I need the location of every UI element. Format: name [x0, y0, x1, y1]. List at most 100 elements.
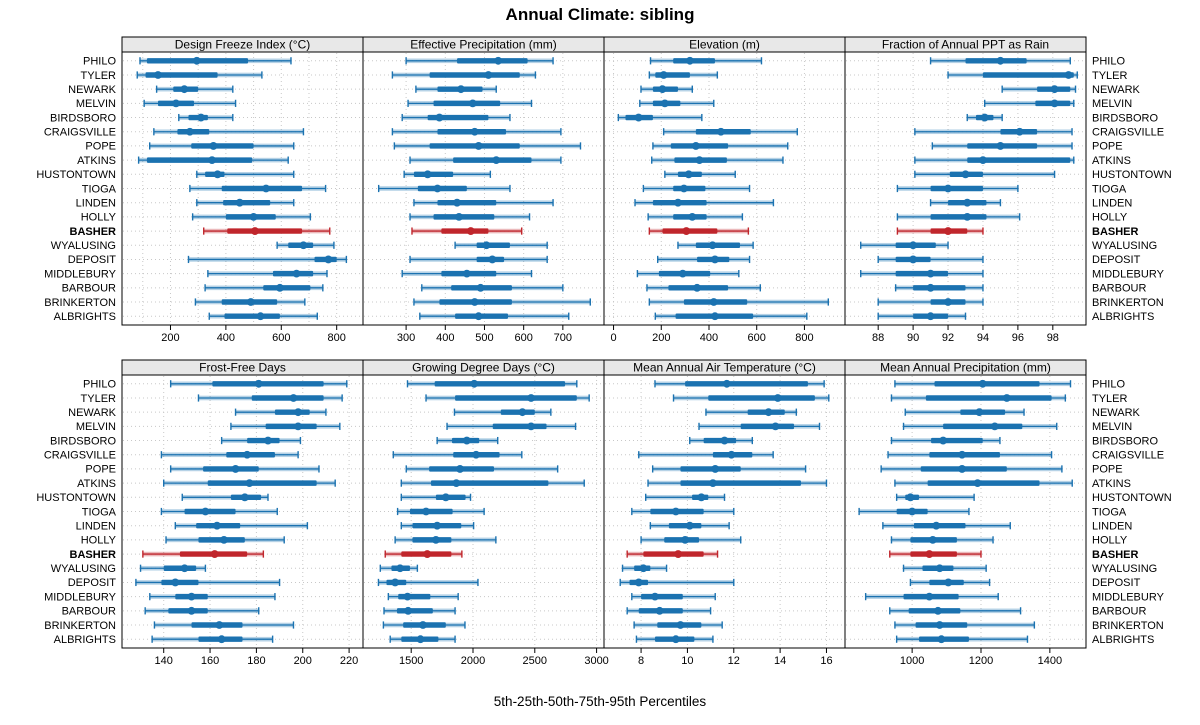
- x-axis-tick-label: 400: [217, 332, 235, 344]
- x-axis-tick-label: 220: [340, 655, 358, 667]
- row-label-left-linden: LINDEN: [76, 520, 116, 532]
- x-axis-tick-label: 160: [201, 655, 219, 667]
- row-label-right-birdsboro: BIRDSBORO: [1092, 435, 1158, 447]
- row-label-left-craigsville: CRAIGSVILLE: [44, 127, 116, 139]
- median-dot: [249, 212, 258, 221]
- median-dot: [492, 156, 501, 165]
- x-axis-tick-label: 400: [436, 332, 454, 344]
- x-axis-tick-label: 14: [774, 655, 786, 667]
- median-dot: [711, 312, 719, 321]
- median-dot: [470, 379, 479, 388]
- iqr-bar: [191, 143, 254, 149]
- median-dot: [251, 227, 259, 235]
- row-label-right-hustontown: HUSTONTOWN: [1092, 169, 1172, 181]
- median-dot: [697, 493, 706, 502]
- median-dot: [720, 436, 729, 445]
- median-dot: [944, 184, 952, 193]
- median-dot: [639, 564, 648, 573]
- median-dot: [659, 71, 668, 79]
- median-dot: [396, 564, 404, 573]
- iqr-bar: [925, 395, 1052, 401]
- x-axis-tick-label: 600: [514, 332, 532, 344]
- row-label-right-atkins: ATKINS: [1092, 155, 1131, 167]
- median-dot: [187, 592, 196, 601]
- median-dot: [391, 578, 400, 587]
- panel-title: Effective Precipitation (mm): [410, 38, 557, 52]
- row-label-right-tyler: TYLER: [1092, 393, 1128, 405]
- median-dot: [944, 298, 952, 306]
- median-dot: [217, 635, 226, 644]
- median-dot: [470, 298, 479, 306]
- row-label-left-philo: PHILO: [83, 56, 116, 68]
- median-dot: [404, 606, 413, 615]
- median-dot: [674, 550, 683, 558]
- panel-title: Fraction of Annual PPT as Rain: [882, 38, 1049, 52]
- median-dot: [171, 578, 180, 587]
- median-dot: [996, 56, 1005, 65]
- row-label-right-basher: BASHER: [1092, 226, 1139, 238]
- iqr-bar: [967, 157, 1071, 163]
- median-dot: [674, 198, 682, 207]
- iqr-bar: [673, 185, 706, 192]
- x-axis-tick-label: 92: [942, 332, 954, 344]
- row-label-right-newark: NEWARK: [1092, 84, 1141, 96]
- median-dot: [1050, 85, 1059, 94]
- median-dot: [906, 493, 915, 502]
- row-label-right-wyalusing: WYALUSING: [1092, 240, 1157, 252]
- median-dot: [935, 564, 944, 573]
- x-axis-tick-label: 12: [728, 655, 740, 667]
- iqr-bar: [982, 72, 1074, 78]
- row-label-right-basher: BASHER: [1092, 549, 1139, 561]
- median-dot: [727, 450, 736, 459]
- median-dot: [275, 283, 284, 292]
- iqr-bar: [417, 185, 467, 192]
- median-dot: [423, 550, 432, 558]
- row-label-right-middlebury: MIDDLEBURY: [1092, 591, 1165, 603]
- row-label-right-holly: HOLLY: [1092, 535, 1128, 547]
- median-dot: [527, 394, 535, 402]
- iqr-bar: [409, 508, 453, 515]
- row-label-left-tyler: TYLER: [81, 393, 117, 405]
- median-dot: [908, 507, 917, 516]
- x-axis-tick-label: 1200: [969, 655, 993, 667]
- median-dot: [484, 71, 493, 79]
- median-dot: [209, 142, 218, 150]
- x-axis-tick-label: 2000: [461, 655, 485, 667]
- median-dot: [634, 578, 643, 587]
- median-dot: [474, 312, 483, 321]
- x-axis-tick-label: 0: [610, 332, 616, 344]
- median-dot: [197, 113, 205, 122]
- median-dot: [527, 422, 535, 431]
- median-dot: [658, 85, 667, 94]
- median-dot: [201, 507, 210, 516]
- iqr-bar: [641, 593, 683, 600]
- iqr-bar: [396, 608, 433, 614]
- median-dot: [262, 184, 270, 193]
- median-dot: [245, 479, 254, 488]
- iqr-bar: [435, 494, 466, 501]
- iqr-bar: [500, 409, 535, 415]
- median-dot: [482, 241, 491, 250]
- median-dot: [711, 255, 719, 264]
- median-dot: [932, 521, 941, 530]
- row-label-right-albrights: ALBRIGHTS: [1092, 311, 1154, 323]
- row-label-left-melvin: MELVIN: [76, 421, 116, 433]
- x-axis-tick-label: 200: [294, 655, 312, 667]
- median-dot: [455, 212, 463, 221]
- median-dot: [476, 283, 485, 292]
- median-dot: [722, 379, 731, 388]
- median-dot: [1064, 71, 1073, 79]
- median-dot: [154, 71, 162, 79]
- median-dot: [996, 142, 1005, 150]
- x-axis-tick-label: 700: [554, 332, 572, 344]
- x-axis-tick-label: 300: [397, 332, 415, 344]
- row-label-right-tioga: TIOGA: [1092, 183, 1127, 195]
- median-dot: [423, 170, 432, 179]
- x-axis-tick-label: 1500: [399, 655, 423, 667]
- row-label-left-pope: POPE: [85, 464, 116, 476]
- iqr-bar: [274, 409, 310, 415]
- iqr-bar: [441, 228, 489, 234]
- row-label-right-philo: PHILO: [1092, 56, 1125, 68]
